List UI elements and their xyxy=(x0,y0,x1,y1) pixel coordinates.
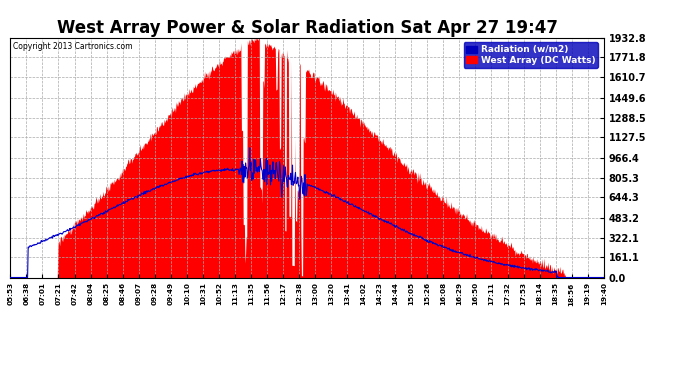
Text: Copyright 2013 Cartronics.com: Copyright 2013 Cartronics.com xyxy=(13,42,132,51)
Legend: Radiation (w/m2), West Array (DC Watts): Radiation (w/m2), West Array (DC Watts) xyxy=(464,42,598,68)
Title: West Array Power & Solar Radiation Sat Apr 27 19:47: West Array Power & Solar Radiation Sat A… xyxy=(57,20,558,38)
